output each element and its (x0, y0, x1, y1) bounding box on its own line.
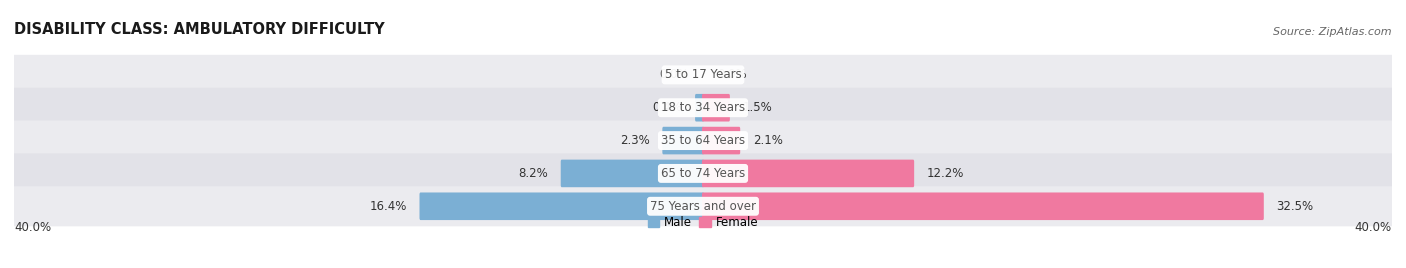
Text: 12.2%: 12.2% (927, 167, 965, 180)
Text: DISABILITY CLASS: AMBULATORY DIFFICULTY: DISABILITY CLASS: AMBULATORY DIFFICULTY (14, 22, 385, 37)
FancyBboxPatch shape (11, 153, 1395, 193)
FancyBboxPatch shape (702, 192, 1264, 220)
Legend: Male, Female: Male, Female (643, 211, 763, 234)
FancyBboxPatch shape (702, 94, 730, 121)
Text: 0.4%: 0.4% (652, 101, 682, 114)
Text: 65 to 74 Years: 65 to 74 Years (661, 167, 745, 180)
Text: 16.4%: 16.4% (370, 200, 406, 213)
Text: 0.0%: 0.0% (717, 68, 747, 81)
FancyBboxPatch shape (695, 94, 704, 121)
Text: 35 to 64 Years: 35 to 64 Years (661, 134, 745, 147)
FancyBboxPatch shape (11, 186, 1395, 226)
Text: 5 to 17 Years: 5 to 17 Years (665, 68, 741, 81)
FancyBboxPatch shape (419, 192, 704, 220)
FancyBboxPatch shape (662, 127, 704, 154)
Text: 18 to 34 Years: 18 to 34 Years (661, 101, 745, 114)
Text: 2.1%: 2.1% (754, 134, 783, 147)
Text: 8.2%: 8.2% (519, 167, 548, 180)
Text: Source: ZipAtlas.com: Source: ZipAtlas.com (1274, 27, 1392, 37)
Text: 40.0%: 40.0% (14, 221, 51, 234)
Text: 32.5%: 32.5% (1277, 200, 1313, 213)
Text: 75 Years and over: 75 Years and over (650, 200, 756, 213)
FancyBboxPatch shape (561, 160, 704, 187)
Text: 0.0%: 0.0% (659, 68, 689, 81)
FancyBboxPatch shape (702, 127, 740, 154)
FancyBboxPatch shape (11, 55, 1395, 95)
Text: 40.0%: 40.0% (1355, 221, 1392, 234)
FancyBboxPatch shape (11, 88, 1395, 128)
Text: 2.3%: 2.3% (620, 134, 650, 147)
FancyBboxPatch shape (11, 121, 1395, 161)
FancyBboxPatch shape (702, 160, 914, 187)
Text: 1.5%: 1.5% (742, 101, 772, 114)
